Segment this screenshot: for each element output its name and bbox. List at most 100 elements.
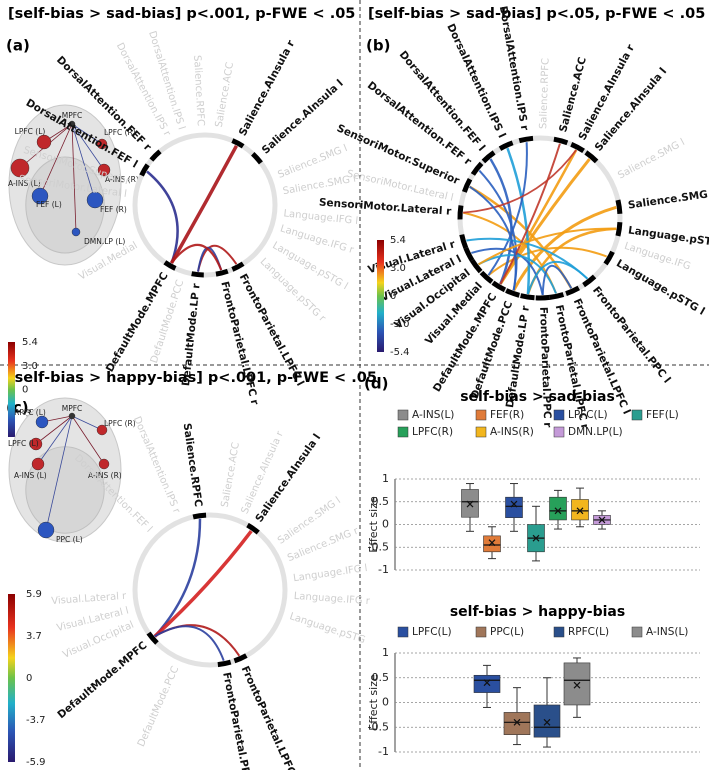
region-label-faint: Salience.SMG l: [276, 143, 349, 181]
chord: [478, 254, 557, 294]
chord: [146, 170, 179, 264]
node-label: LPFC (R): [104, 419, 136, 428]
chord: [487, 142, 528, 276]
colorbar-tick: -5.9: [26, 757, 46, 768]
chord: [154, 625, 225, 662]
legend-label: DMN.LP(L): [568, 426, 623, 438]
node-link: [45, 415, 73, 531]
chord: [169, 145, 238, 264]
legend-swatch: [475, 409, 487, 421]
region-label-faint: DorsalAttention.IPS r: [131, 415, 182, 516]
y-tick-label: -0.5: [368, 540, 389, 553]
legend-swatch: [553, 626, 565, 638]
node-label: DMN.LP (L): [84, 237, 125, 246]
region-label-faint: Language.IFG l: [292, 563, 368, 584]
mean-marker: [466, 500, 474, 508]
brain-node: [71, 227, 81, 237]
region-label: Salience.RPFC: [181, 422, 205, 508]
colorbar-tick: 5.9: [26, 589, 42, 600]
region-label-faint: Salience.RPFC: [538, 58, 551, 129]
legend-label: PPC(L): [490, 626, 524, 638]
box: [533, 704, 561, 738]
mean-marker: [513, 718, 521, 726]
legend-swatch: [475, 626, 487, 638]
node-link: [71, 123, 103, 145]
box: [563, 662, 591, 706]
mean-marker: [573, 681, 581, 689]
node-label: A-INS (R): [105, 175, 139, 184]
region-label: FrontoParietal.PPC r: [537, 307, 553, 429]
region-arc: [251, 151, 263, 165]
node-label: FEF (L): [36, 200, 62, 209]
brain-node: [98, 458, 110, 470]
colorbar-tick: 3.7: [26, 631, 42, 642]
y-axis-label: Effect size: [367, 496, 380, 553]
node-label: PPC (L): [56, 535, 83, 544]
colorbar-tick: 5.4: [22, 337, 38, 348]
region-label-faint: Salience.ACC: [220, 441, 242, 508]
region-label-faint: Salience.SMG l: [616, 137, 687, 181]
chord: [527, 260, 589, 295]
legend-swatch: [631, 409, 643, 421]
brain-node: [68, 412, 76, 420]
mean-marker: [483, 679, 491, 687]
colorbar-tick: -3.0: [390, 319, 410, 330]
mean-marker: [554, 507, 562, 515]
colorbar: [377, 240, 384, 352]
region-label-faint: Language.IFG r: [293, 591, 371, 607]
colorbar: [8, 594, 15, 762]
mean-marker: [488, 539, 496, 547]
region-arc: [163, 260, 177, 271]
colorbar-tick: -3.7: [26, 715, 46, 726]
box: [473, 674, 501, 693]
panel-label: (d): [364, 375, 388, 393]
brain-node: [86, 191, 104, 209]
region-arc: [246, 522, 260, 535]
region-arc: [457, 205, 464, 220]
region-arc: [191, 271, 204, 278]
region-arc: [491, 280, 507, 293]
colorbar-tick: -5.4: [390, 347, 410, 358]
brain-node: [29, 437, 43, 451]
region-label-faint: Salience.ACC: [214, 61, 236, 128]
region-label-faint: Language.IFG l: [283, 208, 359, 227]
legend-swatch: [397, 426, 409, 438]
region-arc: [615, 222, 623, 237]
node-label: RPFC (L): [14, 408, 46, 417]
region-arc: [217, 659, 232, 668]
node-link: [37, 415, 73, 465]
y-tick-label: 0: [382, 696, 389, 709]
chord: [489, 158, 513, 285]
legend-swatch: [553, 409, 565, 421]
chord: [463, 149, 577, 214]
brain-node: [10, 158, 30, 178]
region-label-faint: Salience.RPFC: [191, 55, 206, 127]
legend-label: FEF(R): [490, 409, 524, 421]
region-arc: [461, 178, 473, 193]
brain-node: [97, 163, 111, 177]
node-link: [71, 123, 105, 171]
chart-title: self-bias > sad-bias: [460, 389, 615, 405]
colorbar-tick: 5.4: [390, 235, 406, 246]
legend-swatch: [631, 626, 643, 638]
region-arc: [518, 135, 534, 144]
box: [549, 496, 567, 521]
node-label: MPFC: [62, 404, 83, 413]
region-arc: [553, 136, 569, 146]
region-arc: [470, 259, 483, 274]
box: [503, 712, 531, 735]
node-label: A-INS (R): [88, 471, 122, 480]
region-arc: [146, 631, 159, 645]
legend-swatch: [397, 626, 409, 638]
brain-node: [35, 415, 49, 429]
legend-label: FEF(L): [646, 409, 679, 421]
brain-node: [68, 120, 76, 128]
node-link: [71, 415, 103, 431]
node-link: [35, 415, 73, 445]
region-arc: [535, 294, 551, 301]
y-tick-label: -1: [378, 563, 389, 576]
mean-marker: [576, 507, 584, 515]
region-arc: [470, 161, 484, 176]
brain-node: [37, 521, 55, 539]
brain-node: [96, 138, 108, 150]
